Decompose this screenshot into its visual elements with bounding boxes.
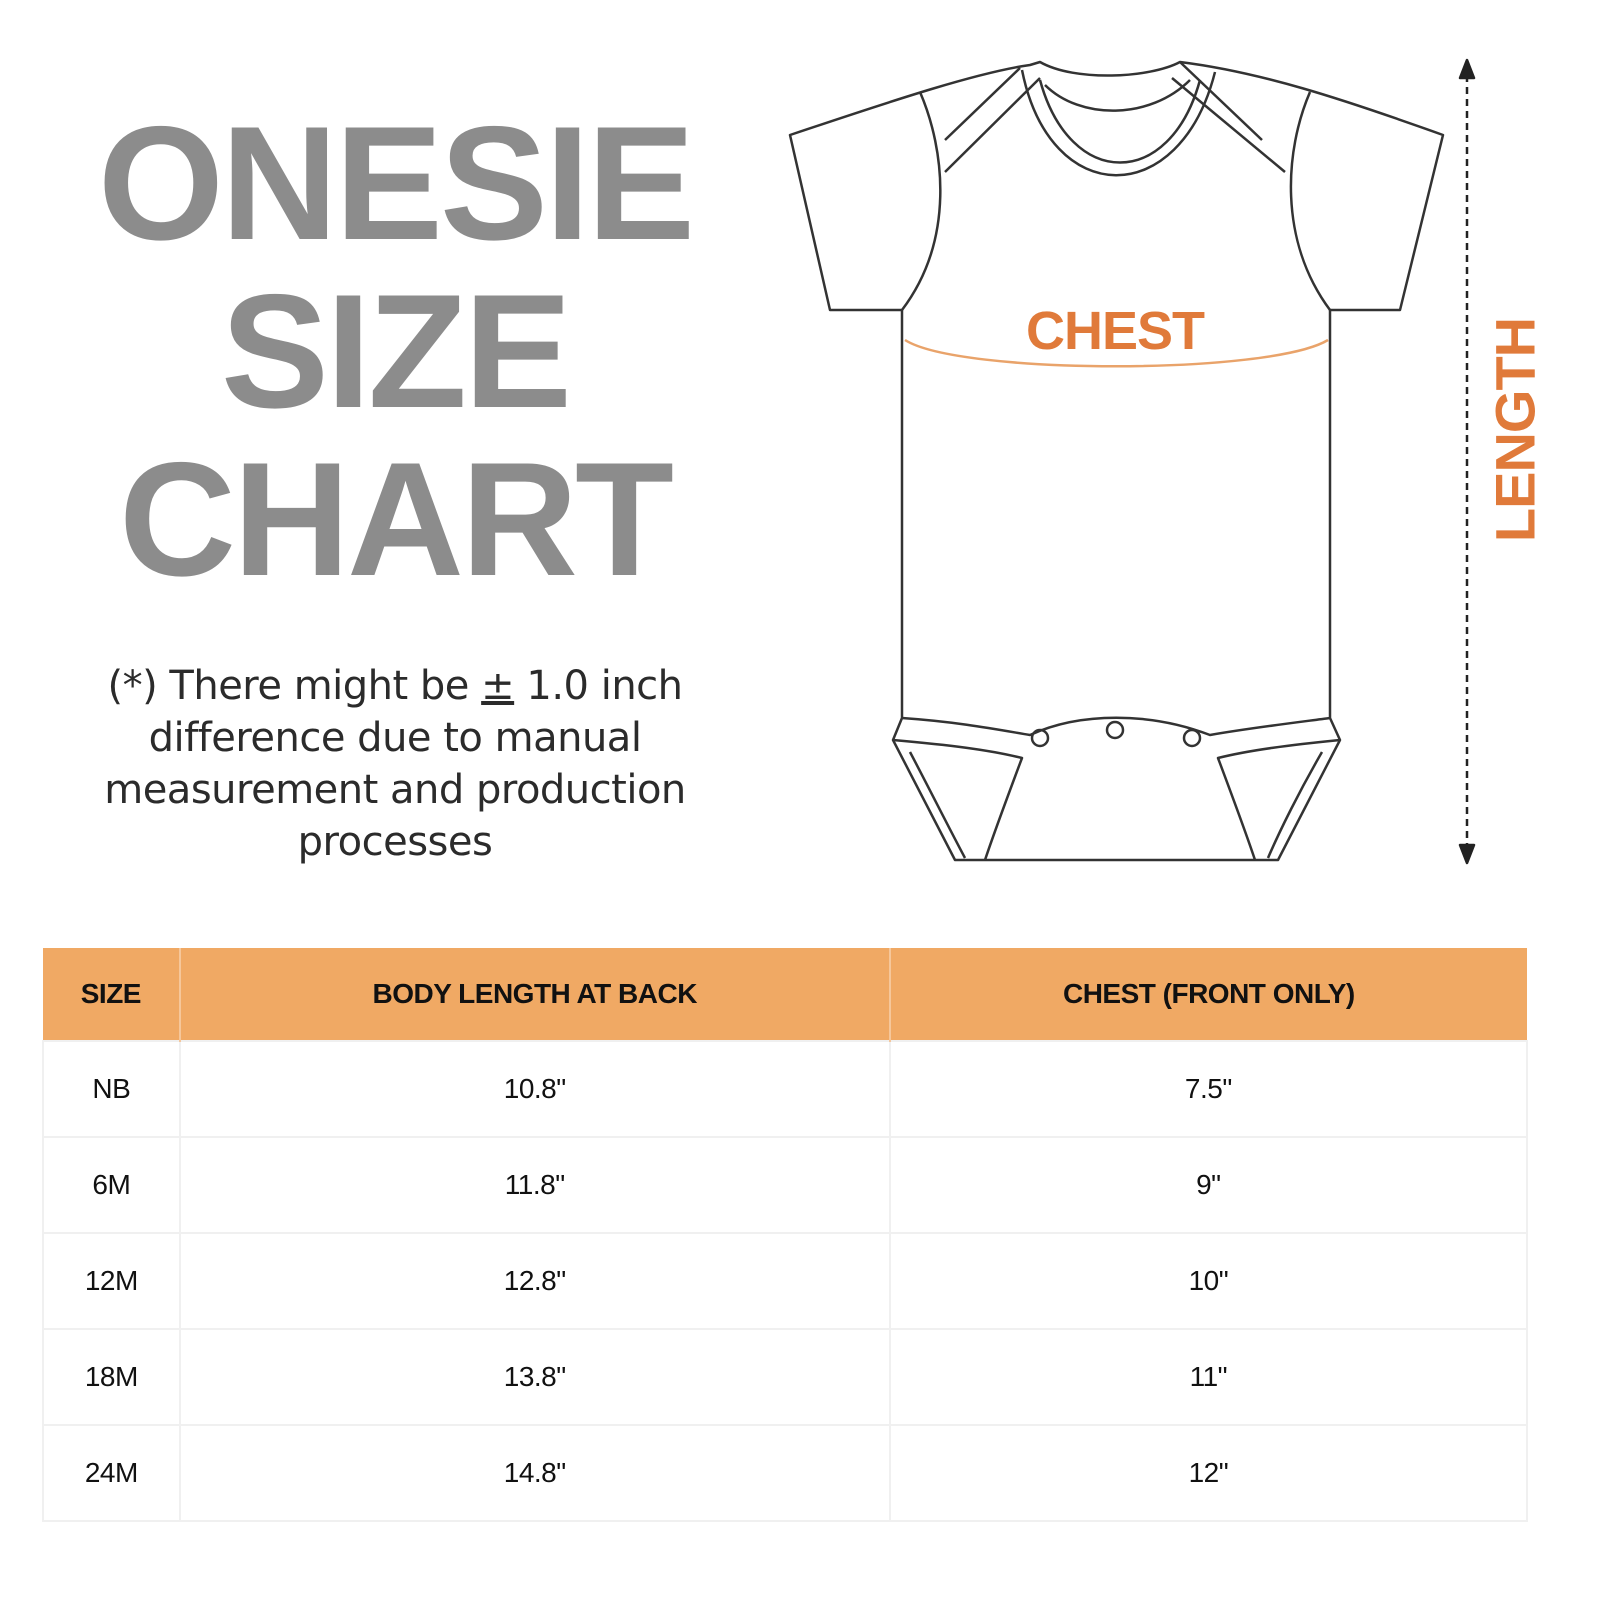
- body-length-cell: 10.8": [178, 1040, 891, 1138]
- size-cell: 6M: [42, 1136, 181, 1234]
- table-row: 24M 14.8" 12": [42, 1424, 1529, 1522]
- note-text: 1.0 inch: [514, 663, 683, 709]
- body-length-cell: 14.8": [178, 1424, 891, 1522]
- title-line: ONESIE: [97, 93, 695, 274]
- table-row: 12M 12.8" 10": [42, 1232, 1529, 1330]
- column-header-size: SIZE: [43, 948, 181, 1041]
- size-table: SIZE BODY LENGTH AT BACK CHEST (FRONT ON…: [42, 948, 1529, 1522]
- chest-cell: 10": [888, 1232, 1529, 1330]
- column-header-body-length: BODY LENGTH AT BACK: [179, 948, 891, 1041]
- body-length-cell: 12.8": [178, 1232, 891, 1330]
- table-header-row: SIZE BODY LENGTH AT BACK CHEST (FRONT ON…: [43, 948, 1527, 1041]
- chest-cell: 12": [888, 1424, 1529, 1522]
- body-length-cell: 11.8": [178, 1136, 891, 1234]
- table-row: 18M 13.8" 11": [42, 1328, 1529, 1426]
- chest-cell: 7.5": [888, 1040, 1529, 1138]
- plus-minus-symbol: ±: [481, 663, 515, 709]
- onesie-outline-icon: [788, 60, 1445, 862]
- column-header-chest: CHEST (FRONT ONLY): [889, 948, 1527, 1041]
- page-title: ONESIE SIZE CHART: [40, 100, 750, 604]
- size-cell: 18M: [42, 1328, 181, 1426]
- table-row: NB 10.8" 7.5": [42, 1040, 1529, 1138]
- chest-measure-line: [904, 338, 1329, 368]
- size-cell: NB: [42, 1040, 181, 1138]
- length-label: LENGTH: [1483, 317, 1547, 543]
- length-arrow-icon: [1458, 58, 1476, 865]
- measurement-note: (*) There might be ± 1.0 inch difference…: [40, 660, 750, 868]
- body-length-cell: 13.8": [178, 1328, 891, 1426]
- note-text: difference due to manual: [148, 715, 642, 761]
- title-line: CHART: [119, 429, 674, 610]
- note-text: (*) There might be: [107, 663, 482, 709]
- table-row: 6M 11.8" 9": [42, 1136, 1529, 1234]
- chest-label: CHEST: [1025, 301, 1205, 361]
- title-line: SIZE: [220, 261, 572, 442]
- size-cell: 12M: [42, 1232, 181, 1330]
- chest-cell: 11": [888, 1328, 1529, 1426]
- size-cell: 24M: [42, 1424, 181, 1522]
- note-text: measurement and production: [104, 767, 686, 813]
- chest-cell: 9": [888, 1136, 1529, 1234]
- note-text: processes: [297, 819, 493, 865]
